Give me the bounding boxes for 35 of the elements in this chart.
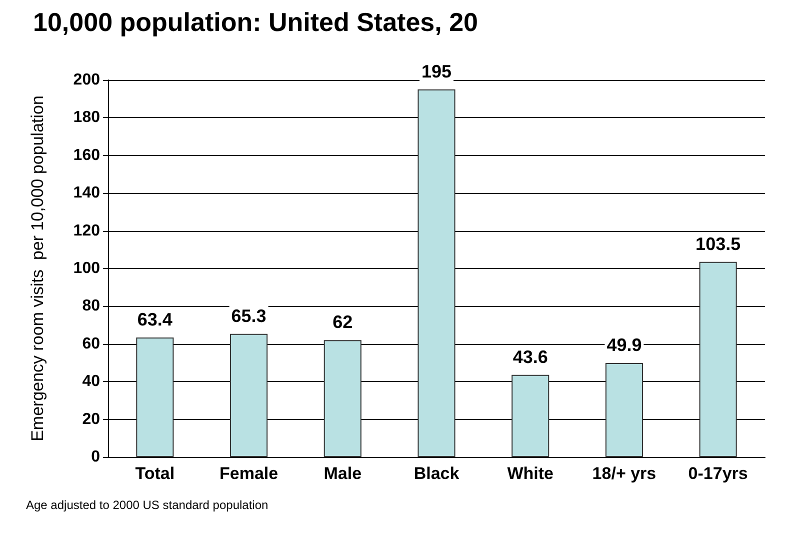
bar [230,334,268,457]
data-label: 43.6 [512,346,548,367]
y-tick-label: 100 [73,260,100,277]
bar [136,337,174,457]
y-tick-label: 60 [82,335,100,352]
data-label: 62 [332,312,353,332]
y-tick-label: 80 [82,298,100,315]
data-label: 49.9 [606,334,642,355]
data-label: 195 [421,61,452,82]
y-tick-label: 40 [82,373,100,390]
x-tick-label: 0-17yrs [688,464,748,483]
bar [605,362,643,457]
y-tick-label: 160 [73,146,100,164]
data-label: 63.4 [137,309,172,330]
bar [699,262,737,457]
x-tick-label: Female [219,464,278,483]
y-tick-label: 0 [91,448,100,466]
x-tick-label: White [507,464,554,483]
y-tick-label: 180 [73,109,100,126]
x-tick-label: Total [135,464,175,483]
y-tick-label: 120 [73,222,100,240]
x-tick-label: Black [414,464,460,483]
data-label: 103.5 [696,234,741,254]
y-tick-label: 20 [82,410,100,428]
y-axis-title: Emergency room visits per 10,000 population [28,96,47,442]
x-tick-label: 18/+ yrs [592,464,656,483]
text: Age adjusted to 2000 US standard population [26,498,268,512]
bar [512,374,550,457]
data-label: 65.3 [231,306,266,326]
y-tick-label: 200 [73,72,100,88]
bar [324,340,362,457]
bar [418,89,456,457]
x-tick-label: Male [324,464,362,483]
y-tick-label: 140 [73,184,100,202]
chart-title: 10,000 population: United States, 20 [33,7,478,37]
